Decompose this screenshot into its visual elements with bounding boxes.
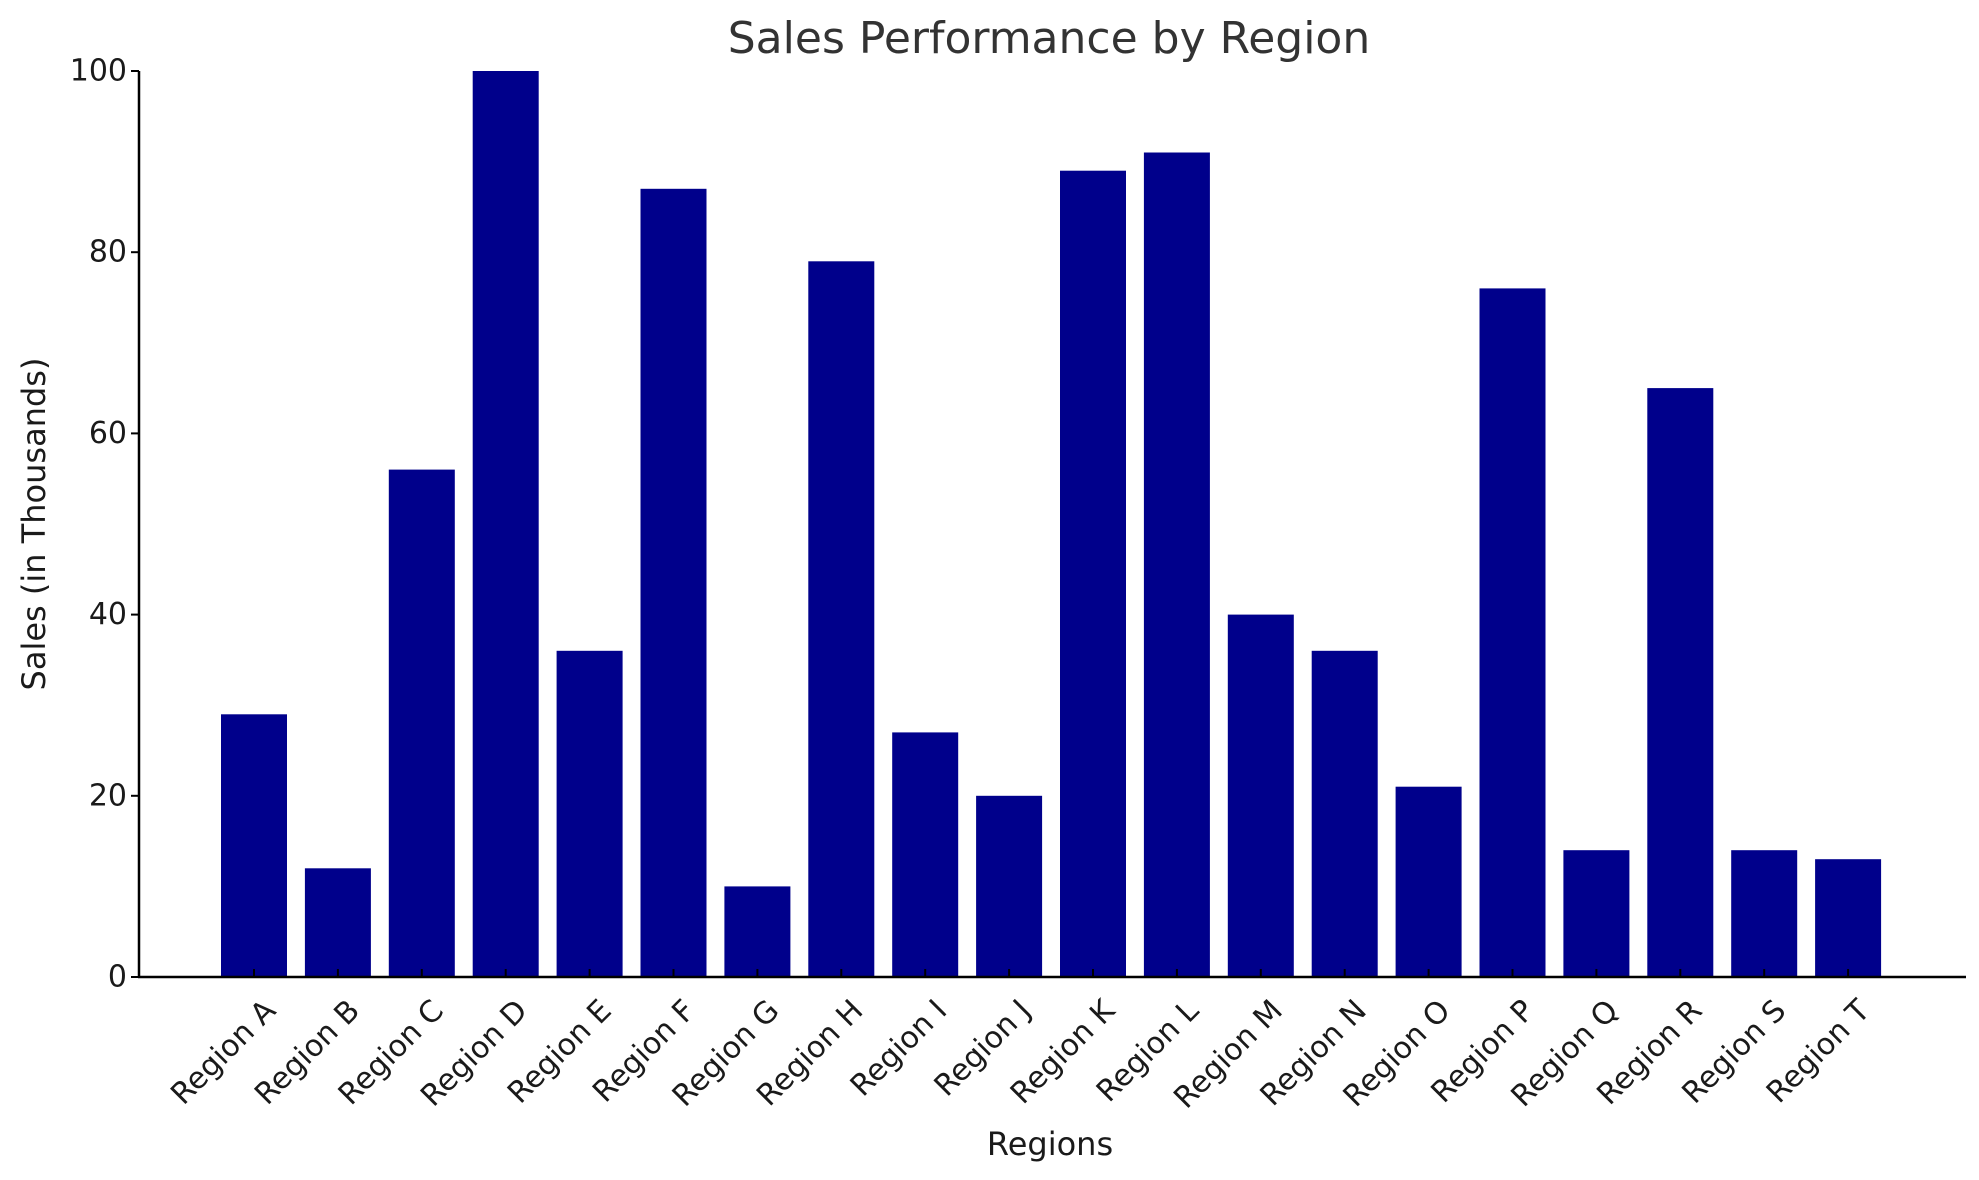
bars-group — [221, 71, 1882, 978]
x-axis-title: Regions — [987, 1125, 1113, 1163]
bar — [1479, 288, 1546, 977]
bar — [556, 650, 623, 977]
bar — [1731, 850, 1798, 977]
bar — [640, 188, 707, 978]
y-tick-label: 20 — [89, 778, 127, 813]
bar — [388, 469, 455, 977]
bar — [1563, 850, 1630, 977]
bar — [724, 886, 791, 977]
bar — [1143, 152, 1210, 977]
bar — [304, 868, 371, 977]
bar — [976, 795, 1043, 977]
y-tick-label: 80 — [89, 235, 127, 270]
bar — [1647, 388, 1714, 978]
bar — [472, 71, 539, 977]
y-axis-title: Sales (in Thousands) — [15, 358, 53, 691]
bar — [1227, 614, 1294, 977]
y-axis-ticks: 0 20 40 60 80 100 — [70, 54, 139, 995]
y-tick-label: 0 — [108, 960, 127, 995]
y-tick-label: 40 — [89, 597, 127, 632]
bar — [221, 714, 287, 977]
bar — [1395, 786, 1462, 977]
bar — [808, 261, 875, 977]
bar — [1311, 650, 1378, 977]
chart-title: Sales Performance by Region — [728, 13, 1371, 64]
bar — [892, 732, 959, 977]
y-tick-label: 60 — [89, 416, 127, 451]
y-tick-label: 100 — [70, 54, 127, 89]
bar — [1060, 170, 1126, 977]
bar — [1815, 859, 1882, 977]
